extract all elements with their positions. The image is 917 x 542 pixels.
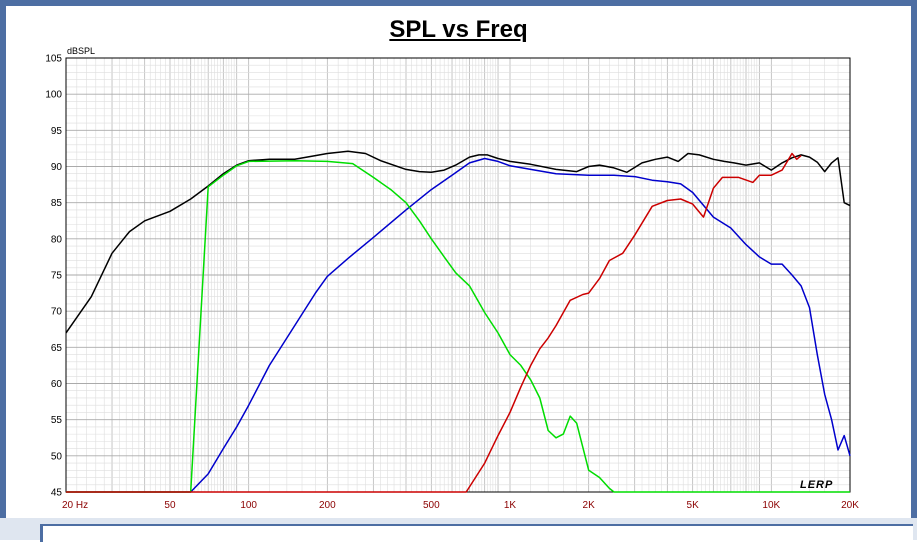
x-tick-label: 5K <box>687 500 700 511</box>
y-tick-label: 105 <box>45 54 62 65</box>
series-line-2 <box>66 157 851 493</box>
series-line-3 <box>66 159 850 493</box>
bottom-strip <box>0 518 917 542</box>
window-border-right <box>911 0 917 540</box>
x-tick-label: 2K <box>583 500 596 511</box>
x-tick-label: 100 <box>240 500 257 511</box>
bottom-panel <box>40 524 913 542</box>
window-border-left <box>0 0 6 540</box>
x-tick-label: 200 <box>319 500 336 511</box>
y-axis-label: dBSPL <box>67 46 95 56</box>
lerp-watermark: LERP <box>800 479 834 491</box>
x-tick-label: 1K <box>504 500 517 511</box>
y-tick-label: 100 <box>45 90 62 101</box>
y-tick-label: 80 <box>51 234 63 245</box>
y-tick-label: 95 <box>51 126 63 137</box>
y-tick-label: 60 <box>51 379 63 390</box>
x-tick-label: 500 <box>423 500 440 511</box>
window-border-top <box>0 0 917 6</box>
x-tick-label: 50 <box>164 500 176 511</box>
y-tick-label: 75 <box>51 271 63 282</box>
chart-title: SPL vs Freq <box>389 16 528 43</box>
x-tick-label: 20 Hz <box>62 500 88 511</box>
y-tick-label: 70 <box>51 307 63 318</box>
y-tick-label: 55 <box>51 415 63 426</box>
x-tick-label: 10K <box>762 500 780 511</box>
y-tick-label: 90 <box>51 162 63 173</box>
y-tick-label: 65 <box>51 343 63 354</box>
y-tick-label: 85 <box>51 198 63 209</box>
y-tick-label: 45 <box>51 488 63 499</box>
series-line-4 <box>66 152 802 493</box>
x-tick-label: 20K <box>841 500 859 511</box>
y-tick-label: 50 <box>51 451 63 462</box>
